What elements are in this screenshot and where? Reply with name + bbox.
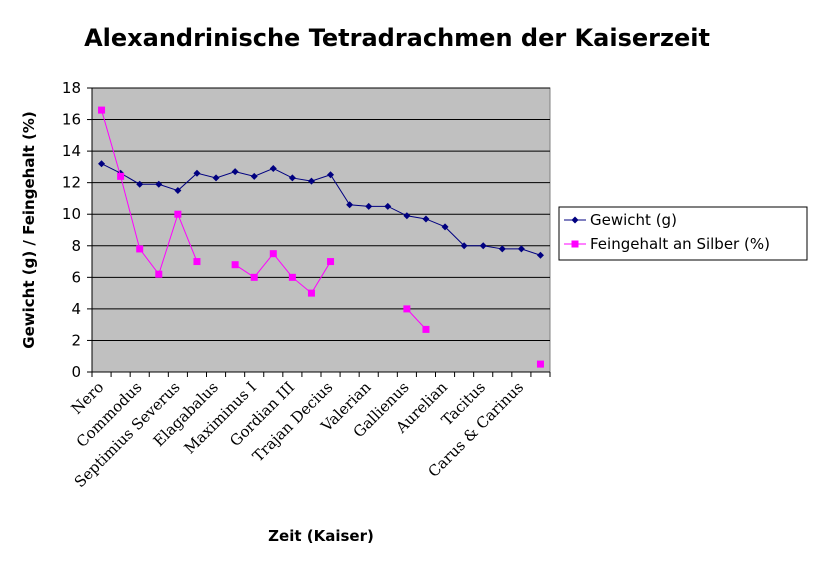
- plot-area: [91, 87, 551, 373]
- y-tick-label: 18: [62, 79, 81, 97]
- data-point: [479, 242, 487, 250]
- y-axis-title: Gewicht (g) / Feingehalt (%): [20, 111, 38, 348]
- data-point: [155, 270, 163, 278]
- data-point: [422, 215, 430, 223]
- data-point: [517, 245, 525, 253]
- legend: Gewicht (g) Feingehalt an Silber (%): [558, 206, 808, 261]
- data-point: [346, 201, 354, 209]
- legend-label: Feingehalt an Silber (%): [590, 235, 770, 253]
- data-point: [231, 168, 239, 176]
- data-point: [327, 171, 335, 179]
- y-tick-label: 16: [62, 111, 81, 129]
- data-point: [288, 273, 296, 281]
- data-point: [136, 245, 144, 253]
- legend-label: Gewicht (g): [590, 211, 677, 229]
- data-point: [98, 106, 106, 114]
- data-point: [174, 187, 182, 195]
- data-point: [155, 180, 163, 188]
- data-point: [193, 258, 201, 266]
- data-point: [460, 242, 468, 250]
- series-1: [98, 106, 544, 368]
- legend-items: Gewicht (g) Feingehalt an Silber (%): [564, 211, 770, 253]
- y-tick-label: 8: [71, 237, 81, 255]
- data-point: [365, 202, 373, 210]
- data-point: [288, 174, 296, 182]
- data-point: [327, 258, 335, 266]
- series-line: [101, 109, 198, 276]
- legend-marker: [571, 216, 579, 224]
- data-point: [307, 177, 315, 185]
- data-point: [498, 245, 506, 253]
- chart-title: Alexandrinische Tetradrachmen der Kaiser…: [84, 24, 710, 52]
- y-tick-label: 14: [62, 142, 81, 160]
- y-tick-label: 6: [71, 268, 81, 286]
- data-point: [441, 223, 449, 231]
- data-point: [98, 160, 106, 168]
- data-point: [403, 305, 411, 313]
- data-point: [193, 169, 201, 177]
- data-point: [231, 261, 239, 269]
- series-layer: [98, 106, 544, 368]
- data-point: [269, 250, 277, 258]
- data-point: [117, 172, 125, 180]
- data-point: [536, 360, 544, 368]
- data-point: [174, 210, 182, 218]
- data-point: [250, 172, 258, 180]
- y-axis-ticks: 0 2 4 6 8 10 12 14 16 18: [62, 79, 92, 381]
- y-tick-label: 10: [62, 205, 81, 223]
- data-point: [307, 289, 315, 297]
- legend-marker: [571, 240, 579, 248]
- data-point: [250, 273, 258, 281]
- y-tick-label: 0: [71, 363, 81, 381]
- y-tick-label: 2: [71, 331, 81, 349]
- data-point: [536, 251, 544, 259]
- y-tick-label: 4: [71, 300, 81, 318]
- data-point: [422, 325, 430, 333]
- data-point: [136, 180, 144, 188]
- data-point: [384, 202, 392, 210]
- legend-box: [558, 206, 808, 261]
- data-point: [403, 212, 411, 220]
- data-point: [269, 164, 277, 172]
- x-axis-title: Zeit (Kaiser): [268, 527, 374, 545]
- y-tick-label: 12: [62, 174, 81, 192]
- data-point: [212, 174, 220, 182]
- series-0: [98, 160, 544, 259]
